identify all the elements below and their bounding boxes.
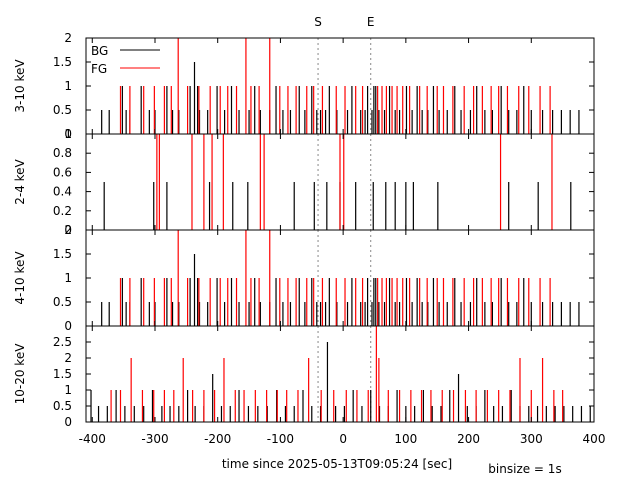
fg-series [119,38,551,134]
panels: 0 0.5 1 1.5 2 3-10 keV BG FG 0 0.2 0.4 0.6 0.8 1 2-4 k… [13,31,605,446]
legend-bg-label: BG [91,44,108,58]
panel-frame [85,229,595,327]
marker-end-label: E [367,15,375,29]
y-tick-label: 0 [64,319,72,333]
y-tick-label: 1.5 [53,55,72,69]
fg-series [119,230,551,326]
y-tick-label: 0.5 [53,399,72,413]
y-tick-label: 0.8 [53,146,72,160]
x-tick-label: -200 [204,432,231,446]
y-tick-label: 0 [64,127,72,141]
y-tick-label: 2 [64,351,72,365]
y-tick-label: 2 [64,31,72,45]
y-tick-label: 0.5 [53,295,72,309]
y-tick-label: 0 [64,415,72,429]
x-tick-label: -100 [267,432,294,446]
y-tick-label: 1.5 [53,367,72,381]
legend: BG FG [91,44,160,76]
x-tick-label: 300 [520,432,543,446]
y-axis-label: 3-10 keV [13,59,27,113]
y-tick-label: 1.5 [53,247,72,261]
panel-4: 0 0.5 1 1.5 2 2.5 10-20 keV -400 -300 -200 -100 0 10… [13,325,606,446]
y-tick-label: 1 [64,79,72,93]
panel-3: 0 0.5 1 1.5 2 4-10 keV [13,223,595,333]
fg-series [156,134,553,230]
x-tick-label: 100 [394,432,417,446]
y-tick-label: 1 [64,127,72,141]
bg-series [90,342,591,422]
y-tick-label: 2.5 [53,335,72,349]
y-tick-label: 0.6 [53,165,72,179]
x-tick-label: 200 [457,432,480,446]
y-tick-label: 0.5 [53,103,72,117]
fg-series [110,326,564,422]
panel-2: 0 0.2 0.4 0.6 0.8 1 2-4 keV [13,127,595,237]
y-axis-label: 4-10 keV [13,251,27,305]
marker-labels: S E [314,15,374,29]
y-tick-label: 2 [64,223,72,237]
bg-series [101,62,580,134]
y-tick-label: 0.4 [53,185,72,199]
x-tick-label: 400 [583,432,606,446]
y-axis-label: 2-4 keV [13,158,27,204]
x-tick-label: -400 [79,432,106,446]
x-tick-label: -300 [141,432,168,446]
y-axis-label: 10-20 keV [13,343,27,405]
panel-frame [85,37,595,135]
y-tick-label: 1 [64,271,72,285]
x-axis-label: time since 2025-05-13T09:05:24 [sec] [222,457,452,471]
y-tick-label: 0.2 [53,204,72,218]
bg-series [101,254,580,326]
legend-fg-label: FG [91,62,107,76]
marker-start-label: S [314,15,322,29]
x-tick-label: 0 [339,432,347,446]
binsize-note: binsize = 1s [488,462,561,476]
panel-1: 0 0.5 1 1.5 2 3-10 keV BG FG [13,31,595,141]
y-tick-label: 0 [64,223,72,237]
y-tick-label: 1 [64,383,72,397]
